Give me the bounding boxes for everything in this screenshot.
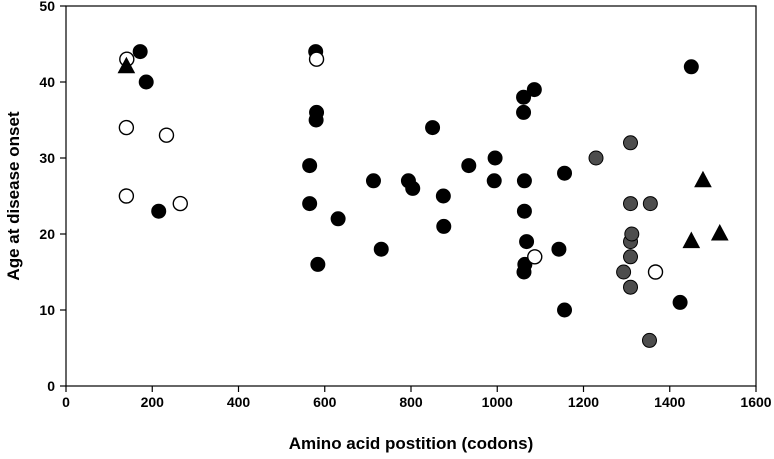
- data-point-black-circle: [405, 180, 421, 196]
- data-point-black-circle: [310, 256, 326, 272]
- data-point-gray-circle: [642, 196, 658, 212]
- data-point-black-circle: [519, 234, 535, 250]
- data-point-gray-circle: [616, 264, 632, 280]
- data-point-black-circle: [132, 44, 148, 60]
- data-point-gray-circle: [623, 249, 639, 265]
- data-point-open-circle: [158, 127, 175, 143]
- data-point-triangle: [682, 231, 701, 249]
- data-point-black-circle: [486, 173, 502, 189]
- y-axis-ticks: 0 10 20 30 40 50: [39, 0, 66, 394]
- data-point-triangle: [117, 56, 136, 74]
- y-tick-label: 50: [39, 0, 55, 14]
- data-point-triangle: [710, 223, 729, 241]
- x-axis-ticks: 0 200 400 600 800 1000 1200 1400 1600: [62, 386, 772, 410]
- y-tick-label: 30: [39, 150, 55, 166]
- data-point-black-circle: [435, 188, 451, 204]
- data-point-black-circle: [516, 89, 532, 105]
- data-point-open-circle: [118, 119, 135, 136]
- x-tick-label: 600: [313, 394, 337, 410]
- data-point-open-circle: [647, 264, 664, 280]
- y-axis-label: Age at disease onset: [4, 111, 23, 280]
- data-point-triangle: [694, 170, 712, 188]
- data-point-black-circle: [461, 158, 477, 174]
- data-point-gray-circle: [624, 226, 640, 242]
- x-tick-label: 1000: [482, 394, 513, 410]
- data-point-black-circle: [302, 196, 318, 212]
- data-point-black-circle: [516, 264, 532, 280]
- data-point-open-circle: [118, 188, 135, 204]
- data-point-gray-circle: [641, 332, 657, 348]
- data-point-black-circle: [309, 104, 325, 120]
- x-tick-label: 400: [227, 394, 251, 410]
- data-point-black-circle: [365, 173, 381, 189]
- data-point-black-circle: [425, 120, 441, 136]
- data-point-black-circle: [557, 165, 573, 181]
- data-point-black-circle: [557, 302, 573, 318]
- data-point-gray-circle: [588, 150, 604, 166]
- data-point-black-circle: [302, 158, 318, 174]
- data-point-black-circle: [487, 150, 503, 166]
- data-point-black-circle: [516, 173, 532, 189]
- data-point-gray-circle: [623, 279, 639, 295]
- data-points: [117, 44, 729, 348]
- data-point-open-circle: [172, 195, 188, 212]
- data-point-black-circle: [138, 74, 154, 90]
- x-tick-label: 0: [62, 394, 70, 410]
- data-point-open-circle: [308, 51, 325, 67]
- x-tick-label: 200: [141, 394, 165, 410]
- data-point-black-circle: [672, 294, 688, 310]
- data-point-black-circle: [516, 104, 532, 120]
- x-tick-label: 800: [399, 394, 423, 410]
- x-tick-label: 1400: [654, 394, 685, 410]
- y-tick-label: 20: [39, 226, 55, 242]
- data-point-open-circle: [527, 249, 543, 265]
- y-tick-label: 10: [39, 302, 55, 318]
- data-point-gray-circle: [623, 135, 639, 151]
- data-point-black-circle: [330, 211, 346, 227]
- data-point-black-circle: [551, 241, 567, 257]
- data-point-black-circle: [151, 203, 167, 219]
- data-point-black-circle: [526, 82, 542, 98]
- data-point-gray-circle: [623, 196, 639, 212]
- plot-area: [65, 5, 757, 387]
- x-tick-label: 1200: [568, 394, 599, 410]
- data-point-black-circle: [516, 203, 532, 219]
- data-point-black-circle: [436, 218, 452, 234]
- data-point-black-circle: [373, 241, 389, 257]
- x-axis-label: Amino acid postition (codons): [289, 434, 534, 453]
- x-tick-label: 1600: [740, 394, 771, 410]
- y-tick-label: 0: [47, 378, 55, 394]
- y-tick-label: 40: [39, 74, 55, 90]
- data-point-black-circle: [683, 59, 699, 75]
